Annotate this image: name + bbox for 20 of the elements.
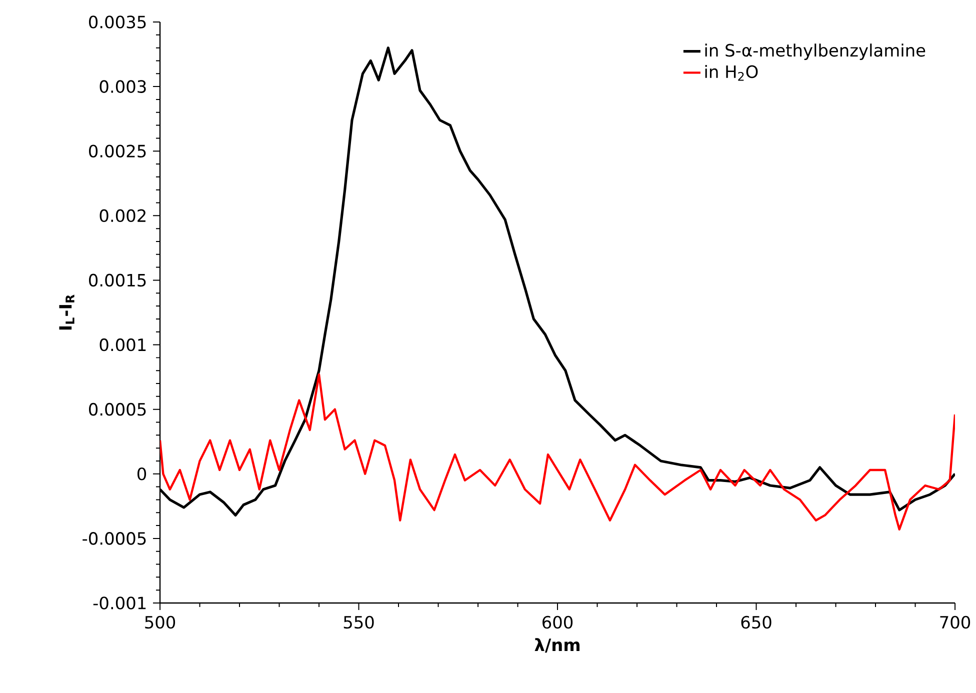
x-tick-label: 700 — [940, 616, 970, 629]
x-tick-label: 600 — [542, 616, 573, 629]
line-series — [160, 373, 956, 530]
y-tick-label: 0.0025 — [89, 144, 146, 158]
y-tick-label: 0.0015 — [89, 274, 146, 287]
y-tick-label: -0.0005 — [82, 532, 146, 545]
y-tick-label: 0 — [137, 467, 146, 480]
x-tick-label: 550 — [344, 616, 374, 629]
y-tick-label: 0.0005 — [89, 402, 146, 416]
legend-label: in S-α-methylbenzylamine — [705, 44, 926, 60]
y-tick-label: 0.001 — [100, 338, 146, 352]
x-axis-title: λ/nm — [534, 638, 580, 653]
y-axis-title: I$_{L}$-I$_{R}$ — [59, 294, 74, 330]
x-tick-label: 650 — [741, 616, 772, 629]
x-tick-label: 500 — [145, 616, 176, 629]
y-tick-label: 0.002 — [100, 209, 146, 222]
y-tick-label: 0.003 — [100, 80, 146, 93]
legend-label: in H$_{2}$O — [705, 64, 758, 81]
y-tick-label: 0.0035 — [89, 16, 146, 28]
y-tick-label: -0.001 — [93, 596, 146, 610]
